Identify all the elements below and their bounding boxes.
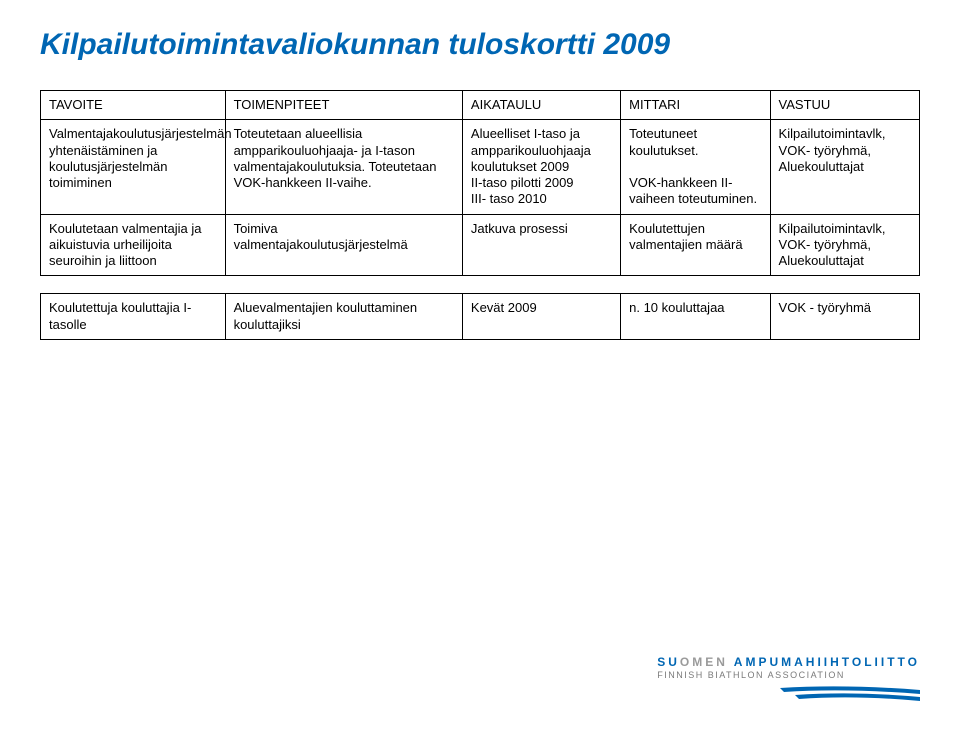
cell-vastuu: Kilpailutoimintavlk, VOK- työryhmä, Alue… bbox=[770, 214, 919, 276]
scorecard-table: TAVOITE TOIMENPITEET AIKATAULU MITTARI V… bbox=[40, 90, 920, 340]
logo-text-secondary: FINNISH BIATHLON ASSOCIATION bbox=[657, 670, 920, 680]
table-header-row: TAVOITE TOIMENPITEET AIKATAULU MITTARI V… bbox=[41, 91, 920, 120]
table-row: Valmentajakoulutusjärjestelmän yhtenäist… bbox=[41, 120, 920, 214]
cell-mittari: Toteutuneet koulutukset. VOK-hankkeen II… bbox=[621, 120, 770, 214]
col-header: TAVOITE bbox=[41, 91, 226, 120]
table-row: Koulutettuja kouluttajia I-tasolle Aluev… bbox=[41, 294, 920, 340]
cell-aikataulu: Jatkuva prosessi bbox=[462, 214, 620, 276]
table-row: Koulutetaan valmentajia ja aikuistuvia u… bbox=[41, 214, 920, 276]
cell-tavoite: Koulutetaan valmentajia ja aikuistuvia u… bbox=[41, 214, 226, 276]
footer-logo: SUOMEN AMPUMAHIIHTOLIITTO FINNISH BIATHL… bbox=[657, 655, 920, 704]
cell-toimenpiteet: Toimiva valmentajakoulutusjärjestelmä bbox=[225, 214, 462, 276]
col-header: AIKATAULU bbox=[462, 91, 620, 120]
col-header: TOIMENPITEET bbox=[225, 91, 462, 120]
cell-mittari: n. 10 kouluttajaa bbox=[621, 294, 770, 340]
col-header: VASTUU bbox=[770, 91, 919, 120]
cell-mittari: Koulutettujen valmentajien määrä bbox=[621, 214, 770, 276]
cell-toimenpiteet: Aluevalmentajien kouluttaminen kouluttaj… bbox=[225, 294, 462, 340]
cell-vastuu: Kilpailutoimintavlk, VOK- työryhmä, Alue… bbox=[770, 120, 919, 214]
cell-tavoite: Koulutettuja kouluttajia I-tasolle bbox=[41, 294, 226, 340]
cell-aikataulu: Alueelliset I-taso ja ampparikouluohjaaj… bbox=[462, 120, 620, 214]
col-header: MITTARI bbox=[621, 91, 770, 120]
cell-aikataulu: Kevät 2009 bbox=[462, 294, 620, 340]
cell-vastuu: VOK - työryhmä bbox=[770, 294, 919, 340]
cell-tavoite: Valmentajakoulutusjärjestelmän yhtenäist… bbox=[41, 120, 226, 214]
table-spacer bbox=[41, 276, 920, 294]
page-title: Kilpailutoimintavaliokunnan tuloskortti … bbox=[40, 28, 920, 62]
cell-toimenpiteet: Toteutetaan alueellisia ampparikouluohja… bbox=[225, 120, 462, 214]
logo-bars-icon bbox=[657, 686, 920, 704]
logo-text-primary: SUOMEN AMPUMAHIIHTOLIITTO bbox=[657, 655, 920, 669]
